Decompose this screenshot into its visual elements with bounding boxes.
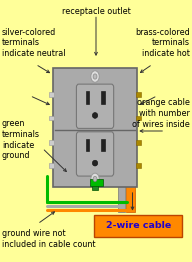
Bar <box>94 215 182 237</box>
Text: orange cable
with number
of wires inside: orange cable with number of wires inside <box>132 98 190 129</box>
Bar <box>136 163 141 168</box>
Bar <box>49 140 54 145</box>
Bar <box>101 139 105 151</box>
FancyBboxPatch shape <box>76 132 114 176</box>
Circle shape <box>91 173 99 185</box>
Ellipse shape <box>92 113 98 118</box>
Bar <box>49 163 54 168</box>
Bar <box>92 185 98 190</box>
Bar <box>118 112 125 212</box>
Bar <box>101 91 105 104</box>
Text: brass-colored
terminals
indicate hot: brass-colored terminals indicate hot <box>135 28 190 58</box>
Text: silver-colored
terminals
indicate neutral: silver-colored terminals indicate neutra… <box>2 28 65 58</box>
Circle shape <box>93 74 97 79</box>
Bar <box>49 92 54 97</box>
Text: ground wire not
included in cable count: ground wire not included in cable count <box>2 229 95 249</box>
Bar <box>53 68 137 187</box>
Circle shape <box>93 176 97 182</box>
Text: receptacle outlet: receptacle outlet <box>62 7 130 15</box>
Bar <box>126 112 135 212</box>
FancyBboxPatch shape <box>76 84 114 128</box>
Bar <box>136 140 141 145</box>
Bar <box>90 179 103 186</box>
Bar <box>86 91 89 104</box>
Bar <box>136 92 141 97</box>
Text: 2-wire cable: 2-wire cable <box>106 221 171 231</box>
Bar <box>86 139 89 151</box>
Bar <box>136 116 141 121</box>
Ellipse shape <box>92 160 98 166</box>
Text: green
terminals
indicate
ground: green terminals indicate ground <box>2 119 40 160</box>
Bar <box>49 116 54 121</box>
Circle shape <box>91 71 99 82</box>
